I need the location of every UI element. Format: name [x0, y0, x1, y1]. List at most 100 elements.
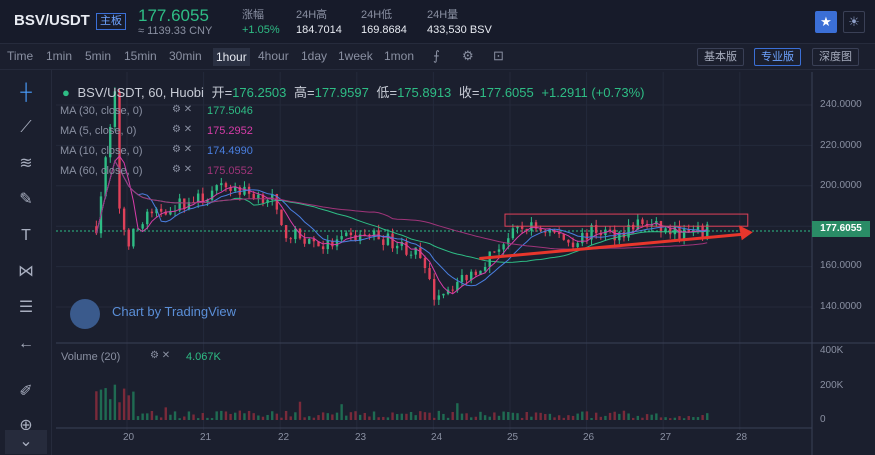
stat-24h-high: 24H高 184.7014	[296, 9, 342, 36]
tf-1day[interactable]: 1day	[301, 49, 328, 63]
trendline-icon[interactable]: ⟋	[20, 119, 32, 136]
candle-body	[419, 247, 422, 259]
candle-body	[493, 251, 496, 253]
tradingview-watermark[interactable]: Chart by TradingView	[112, 304, 237, 319]
tf-1mon[interactable]: 1mon	[384, 49, 415, 63]
volume-controls[interactable]: ⚙ ✕	[150, 350, 171, 361]
volume-bar	[247, 410, 251, 420]
volume-bar	[233, 412, 237, 420]
tf-1hour[interactable]: 1hour	[213, 48, 250, 66]
volume-bar	[368, 416, 371, 420]
candle-body	[636, 219, 640, 230]
settings-icon[interactable]: ⚙	[462, 48, 474, 63]
candle-body	[511, 228, 515, 239]
volume-bar	[414, 415, 417, 420]
volume-bar	[196, 418, 200, 420]
volume-bar	[317, 415, 320, 420]
measure-tool-icon[interactable]: ☰	[18, 299, 34, 316]
candle-body	[585, 232, 589, 240]
volume-bar	[456, 403, 459, 420]
candle-body	[682, 229, 686, 240]
tf-time[interactable]: Time	[7, 49, 34, 63]
x-tick-25: 25	[507, 432, 519, 443]
volume-bar	[238, 410, 242, 420]
volume-bar	[428, 412, 431, 420]
volume-bar	[206, 417, 209, 420]
pattern-tool-icon[interactable]: ⋈	[18, 263, 34, 280]
volume-bar	[618, 413, 621, 420]
volume-bar	[122, 388, 126, 420]
volume-bar	[645, 414, 649, 420]
candle-body	[275, 194, 279, 210]
candle-body	[664, 228, 667, 233]
volume-bar	[442, 413, 445, 420]
ruler-icon[interactable]: ✐	[19, 383, 33, 400]
volume-bar	[567, 415, 570, 420]
volume-bar	[183, 416, 186, 420]
volume-bar	[432, 417, 436, 420]
crosshair-icon[interactable]: ┼	[20, 84, 32, 101]
volume-bar	[266, 414, 269, 420]
ma30-controls[interactable]: ⚙ ✕	[172, 104, 193, 115]
candle-body	[557, 232, 561, 235]
stat-change: 涨幅 +1.05%	[242, 9, 280, 36]
view-depth-button[interactable]: 深度图	[812, 48, 859, 66]
volume-bar	[187, 411, 191, 420]
tf-1min[interactable]: 1min	[46, 49, 73, 63]
candle-body	[678, 226, 681, 240]
theme-toggle-icon[interactable]: ☀	[843, 11, 865, 33]
volume-bar	[590, 417, 593, 420]
candle-body	[548, 230, 552, 233]
indicator-icon[interactable]: ⨍	[433, 48, 440, 63]
volume-bar	[516, 413, 519, 420]
view-pro-button[interactable]: 专业版	[754, 48, 801, 66]
volume-bar	[539, 412, 542, 420]
chart-grid	[56, 72, 875, 455]
volume-bar	[701, 415, 704, 420]
candle-body	[488, 251, 491, 267]
chevron-down-icon[interactable]: ⌄	[5, 430, 47, 454]
ma10-label: MA (10, close, 0)	[60, 145, 143, 157]
ma60-value: 175.0552	[207, 165, 253, 177]
volume-bar	[511, 412, 515, 420]
candle-body	[673, 226, 677, 235]
candle-body	[266, 200, 269, 203]
volume-bar	[655, 413, 658, 420]
fib-tool-icon[interactable]: ≋	[19, 155, 33, 172]
candle-body	[428, 268, 431, 280]
volume-bar	[354, 411, 357, 420]
candle-body	[326, 240, 329, 250]
volume-bar	[215, 411, 218, 420]
tf-5min[interactable]: 5min	[85, 49, 112, 63]
ma60-controls[interactable]: ⚙ ✕	[172, 164, 193, 175]
candle-body	[340, 236, 343, 240]
tf-4hour[interactable]: 4hour	[258, 49, 289, 63]
tf-1week[interactable]: 1week	[338, 49, 373, 63]
candle-body	[382, 239, 385, 245]
candle-body	[451, 289, 454, 291]
star-icon[interactable]: ★	[815, 11, 837, 33]
tf-30min[interactable]: 30min	[169, 49, 202, 63]
volume-bar	[164, 407, 167, 420]
brush-icon[interactable]: ✎	[19, 191, 33, 208]
back-arrow-icon[interactable]: ←	[18, 335, 34, 352]
candle-body	[562, 234, 565, 240]
screenshot-icon[interactable]: ⊡	[493, 48, 504, 63]
volume-bar	[136, 416, 140, 420]
resistance-box	[504, 213, 749, 227]
candle-body	[354, 235, 357, 241]
candle-body	[525, 228, 528, 231]
tf-15min[interactable]: 15min	[124, 49, 157, 63]
candle-body	[520, 226, 524, 229]
x-tick-28: 28	[736, 432, 748, 443]
volume-bar	[349, 412, 353, 420]
text-tool-icon[interactable]: T	[21, 227, 31, 244]
x-tick-24: 24	[431, 432, 443, 443]
volume-bar	[405, 413, 408, 420]
zoom-in-icon[interactable]: ⊕	[19, 417, 33, 434]
ma10-controls[interactable]: ⚙ ✕	[172, 144, 193, 155]
volume-bar	[465, 413, 468, 420]
ma5-controls[interactable]: ⚙ ✕	[172, 124, 193, 135]
view-basic-button[interactable]: 基本版	[697, 48, 744, 66]
